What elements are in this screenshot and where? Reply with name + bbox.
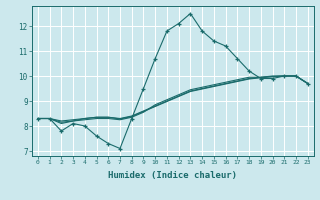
X-axis label: Humidex (Indice chaleur): Humidex (Indice chaleur) — [108, 171, 237, 180]
